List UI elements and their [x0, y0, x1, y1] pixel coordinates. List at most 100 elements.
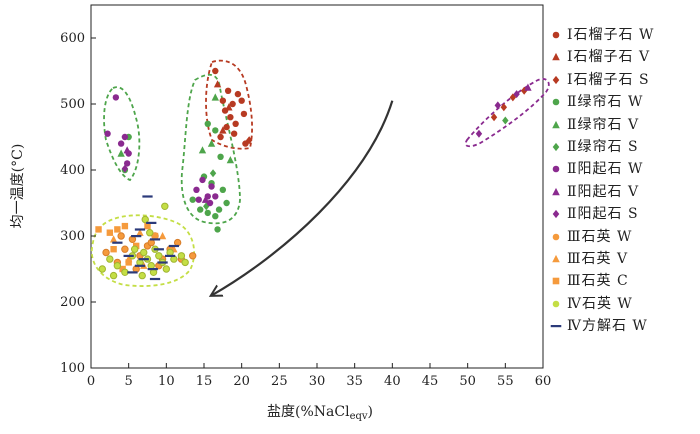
- x-tick-label: 45: [422, 374, 439, 389]
- legend-item: Ⅳ方解石 W: [545, 315, 695, 337]
- legend-label: Ⅱ阳起石 W: [567, 161, 644, 178]
- data-point: [552, 300, 560, 307]
- data-point: [181, 258, 189, 267]
- data-point: [550, 325, 562, 328]
- x-tick-label: 0: [87, 374, 95, 389]
- data-point: [158, 232, 167, 240]
- legend-item: Ⅰ石榴子石 W: [545, 24, 695, 46]
- y-tick-label: 300: [60, 229, 85, 244]
- legend-marker-icon: [552, 31, 560, 39]
- data-point: [117, 140, 125, 147]
- data-point: [246, 136, 253, 145]
- legend-label: Ⅱ绿帘石 W: [567, 94, 644, 111]
- data-point: [552, 142, 560, 152]
- legend-item: Ⅱ绿帘石 V: [545, 114, 695, 136]
- data-point: [199, 176, 206, 184]
- legend-item: Ⅰ石榴子石 V: [545, 46, 695, 68]
- x-axis-title-main: 盐度(%NaCl: [267, 404, 350, 420]
- data-point: [114, 226, 121, 233]
- data-point: [219, 186, 227, 193]
- data-point: [212, 213, 219, 220]
- data-point: [238, 97, 245, 104]
- data-point: [151, 232, 159, 240]
- y-tick-label: 600: [60, 31, 85, 46]
- data-point: [119, 265, 126, 273]
- data-point: [121, 133, 129, 141]
- data-point: [223, 199, 230, 207]
- data-point: [490, 113, 498, 122]
- data-point: [552, 277, 560, 285]
- data-point: [217, 153, 224, 160]
- data-point: [217, 133, 224, 141]
- data-point: [211, 93, 219, 101]
- data-point: [219, 126, 227, 134]
- x-tick-label: 10: [158, 374, 175, 389]
- data-point: [131, 235, 142, 238]
- data-point: [552, 187, 560, 196]
- data-point: [134, 264, 146, 267]
- legend-item: Ⅱ绿帘石 W: [545, 91, 695, 113]
- data-point: [117, 232, 125, 240]
- legend-label: Ⅱ绿帘石 V: [567, 116, 640, 133]
- data-point: [189, 196, 196, 203]
- data-point: [213, 80, 222, 88]
- cluster-outline: [180, 73, 241, 225]
- data-point: [112, 94, 120, 101]
- data-point: [513, 90, 520, 99]
- legend-label: Ⅰ石榴子石 W: [567, 27, 655, 43]
- x-tick-label: 20: [233, 374, 250, 389]
- data-point: [141, 215, 149, 224]
- data-point: [157, 261, 168, 264]
- data-point: [123, 146, 131, 154]
- data-point: [207, 139, 216, 147]
- data-point: [229, 100, 236, 108]
- data-point: [230, 130, 238, 137]
- data-point: [166, 248, 174, 257]
- legend-marker-icon: [552, 166, 560, 173]
- data-point: [552, 120, 560, 128]
- x-tick-label: 50: [459, 374, 476, 389]
- data-point: [206, 199, 214, 207]
- x-axis-title-subscript: eqv: [350, 411, 368, 422]
- legend-label: Ⅲ石英 W: [567, 228, 633, 245]
- data-point: [208, 183, 215, 190]
- data-point: [121, 245, 129, 253]
- data-point: [232, 120, 239, 128]
- data-point: [117, 149, 125, 157]
- y-tick-label: 200: [60, 295, 85, 310]
- legend-item: Ⅳ石英 W: [545, 293, 695, 315]
- data-point: [500, 103, 508, 112]
- legend-item: Ⅱ阳起石 V: [545, 181, 695, 203]
- data-point: [109, 235, 118, 243]
- data-point: [234, 90, 242, 98]
- legend-label: Ⅰ石榴子石 S: [567, 71, 650, 88]
- data-point: [524, 83, 532, 91]
- data-point: [552, 166, 560, 173]
- data-point: [146, 229, 154, 237]
- y-axis-title: 均一温度(°C): [10, 144, 26, 229]
- x-axis: 0 5 10 15 20 25 30 35 40 45 50 55 60: [87, 363, 551, 389]
- data-point: [161, 202, 169, 211]
- data-point: [149, 277, 161, 281]
- data-point: [98, 265, 107, 273]
- data-point: [224, 87, 232, 95]
- data-point: [177, 252, 186, 260]
- data-point: [214, 226, 221, 233]
- data-point: [138, 258, 149, 261]
- data-point: [189, 252, 197, 260]
- x-axis-title-close: ): [368, 404, 373, 420]
- legend-marker-icon: [550, 325, 562, 328]
- x-tick-label: 25: [271, 374, 288, 389]
- legend-marker-icon: [552, 120, 560, 128]
- data-point: [140, 248, 148, 257]
- x-tick-label: 5: [125, 374, 133, 389]
- data-point: [134, 228, 146, 231]
- data-point: [142, 195, 153, 198]
- data-point: [212, 127, 219, 134]
- data-point: [147, 262, 155, 270]
- data-point: [146, 221, 157, 224]
- data-point: [225, 103, 233, 111]
- data-point: [121, 164, 129, 173]
- data-point: [552, 31, 560, 39]
- data-point: [242, 140, 249, 147]
